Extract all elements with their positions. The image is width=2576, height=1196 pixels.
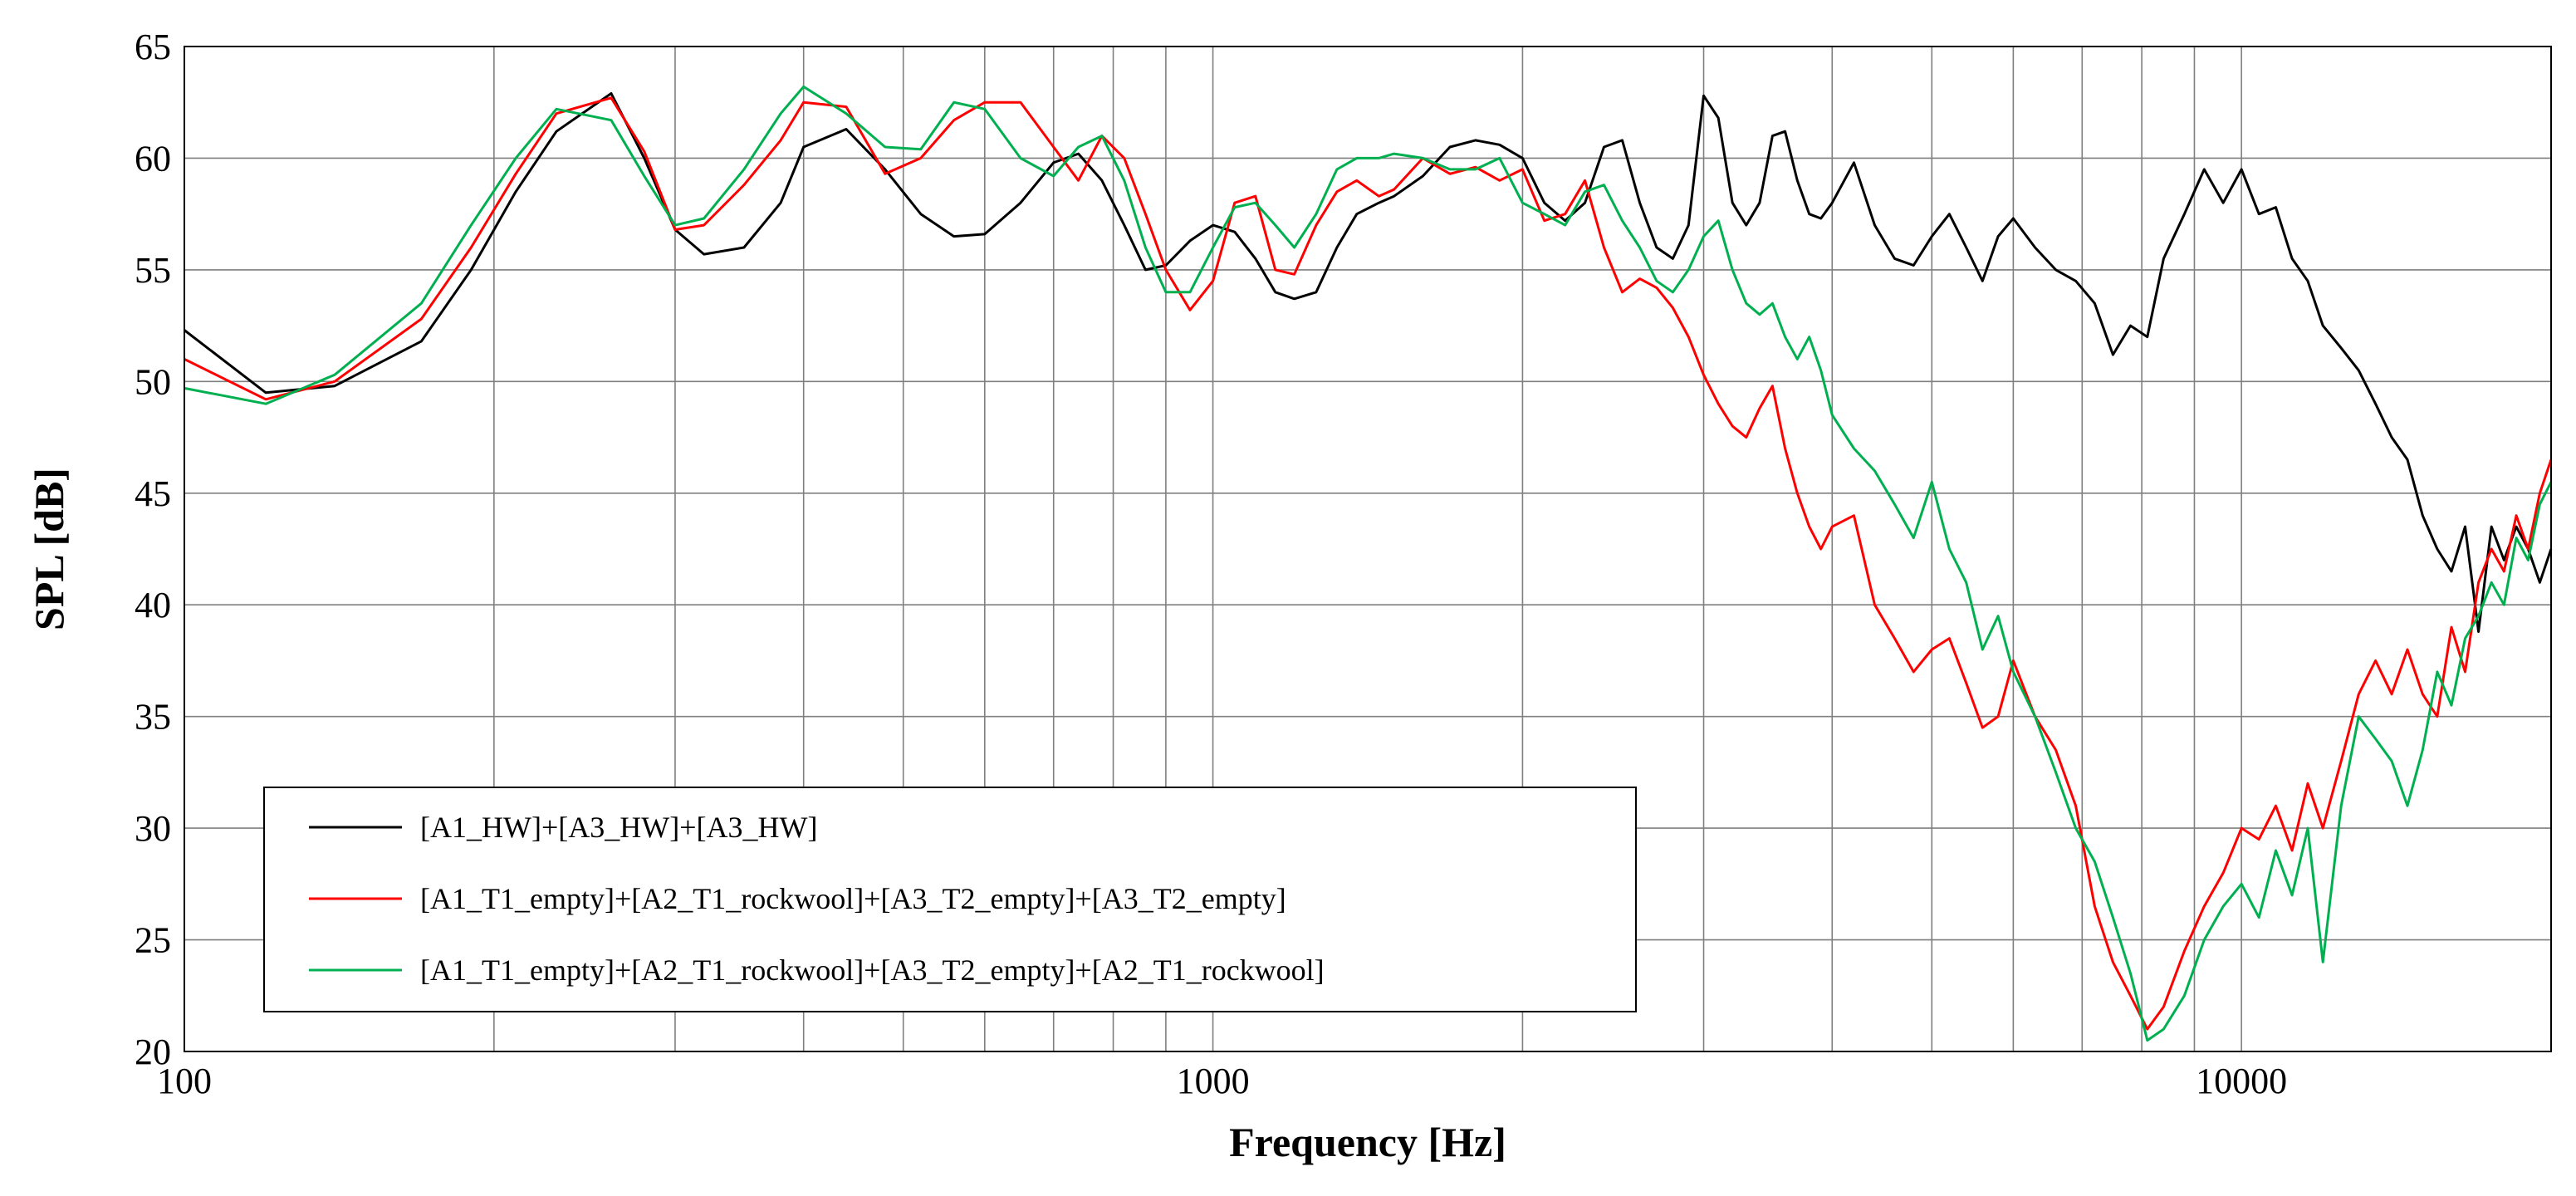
x-tick-label: 1000 [1177,1061,1250,1101]
y-tick-label: 45 [135,473,171,514]
y-tick-label: 65 [135,27,171,67]
plot-frame [184,46,2552,1052]
x-axis-title: Frequency [Hz] [1229,1119,1506,1165]
legend: [A1_HW]+[A3_HW]+[A3_HW] [A1_T1_empty]+[A2… [263,787,1637,1012]
legend-label-2: [A1_T1_empty]+[A2_T1_rockwool]+[A3_T2_em… [420,882,1286,915]
series-line-1 [184,92,2553,633]
y-tick-label: 30 [135,808,171,849]
y-tick-label: 55 [135,250,171,291]
series-layer [184,85,2553,1042]
legend-label-1: [A1_HW]+[A3_HW]+[A3_HW] [420,811,817,844]
y-tick-labels: 20 25 30 35 40 45 50 55 60 65 [135,27,171,1072]
series-line-3 [184,85,2553,1042]
x-tick-label: 100 [157,1061,212,1101]
y-tick-label: 50 [135,361,171,402]
y-axis-title: SPL [dB] [26,468,72,630]
y-tick-label: 25 [135,920,171,961]
x-tick-labels: 100 1000 10000 [157,1061,2287,1101]
y-tick-label: 60 [135,138,171,179]
y-tick-label: 20 [135,1032,171,1072]
y-tick-label: 35 [135,697,171,738]
legend-box [263,787,1637,1012]
series-line-2 [184,96,2553,1031]
legend-label-3: [A1_T1_empty]+[A2_T1_rockwool]+[A3_T2_em… [420,953,1325,987]
y-tick-label: 40 [135,585,171,625]
x-tick-label: 10000 [2196,1061,2287,1101]
